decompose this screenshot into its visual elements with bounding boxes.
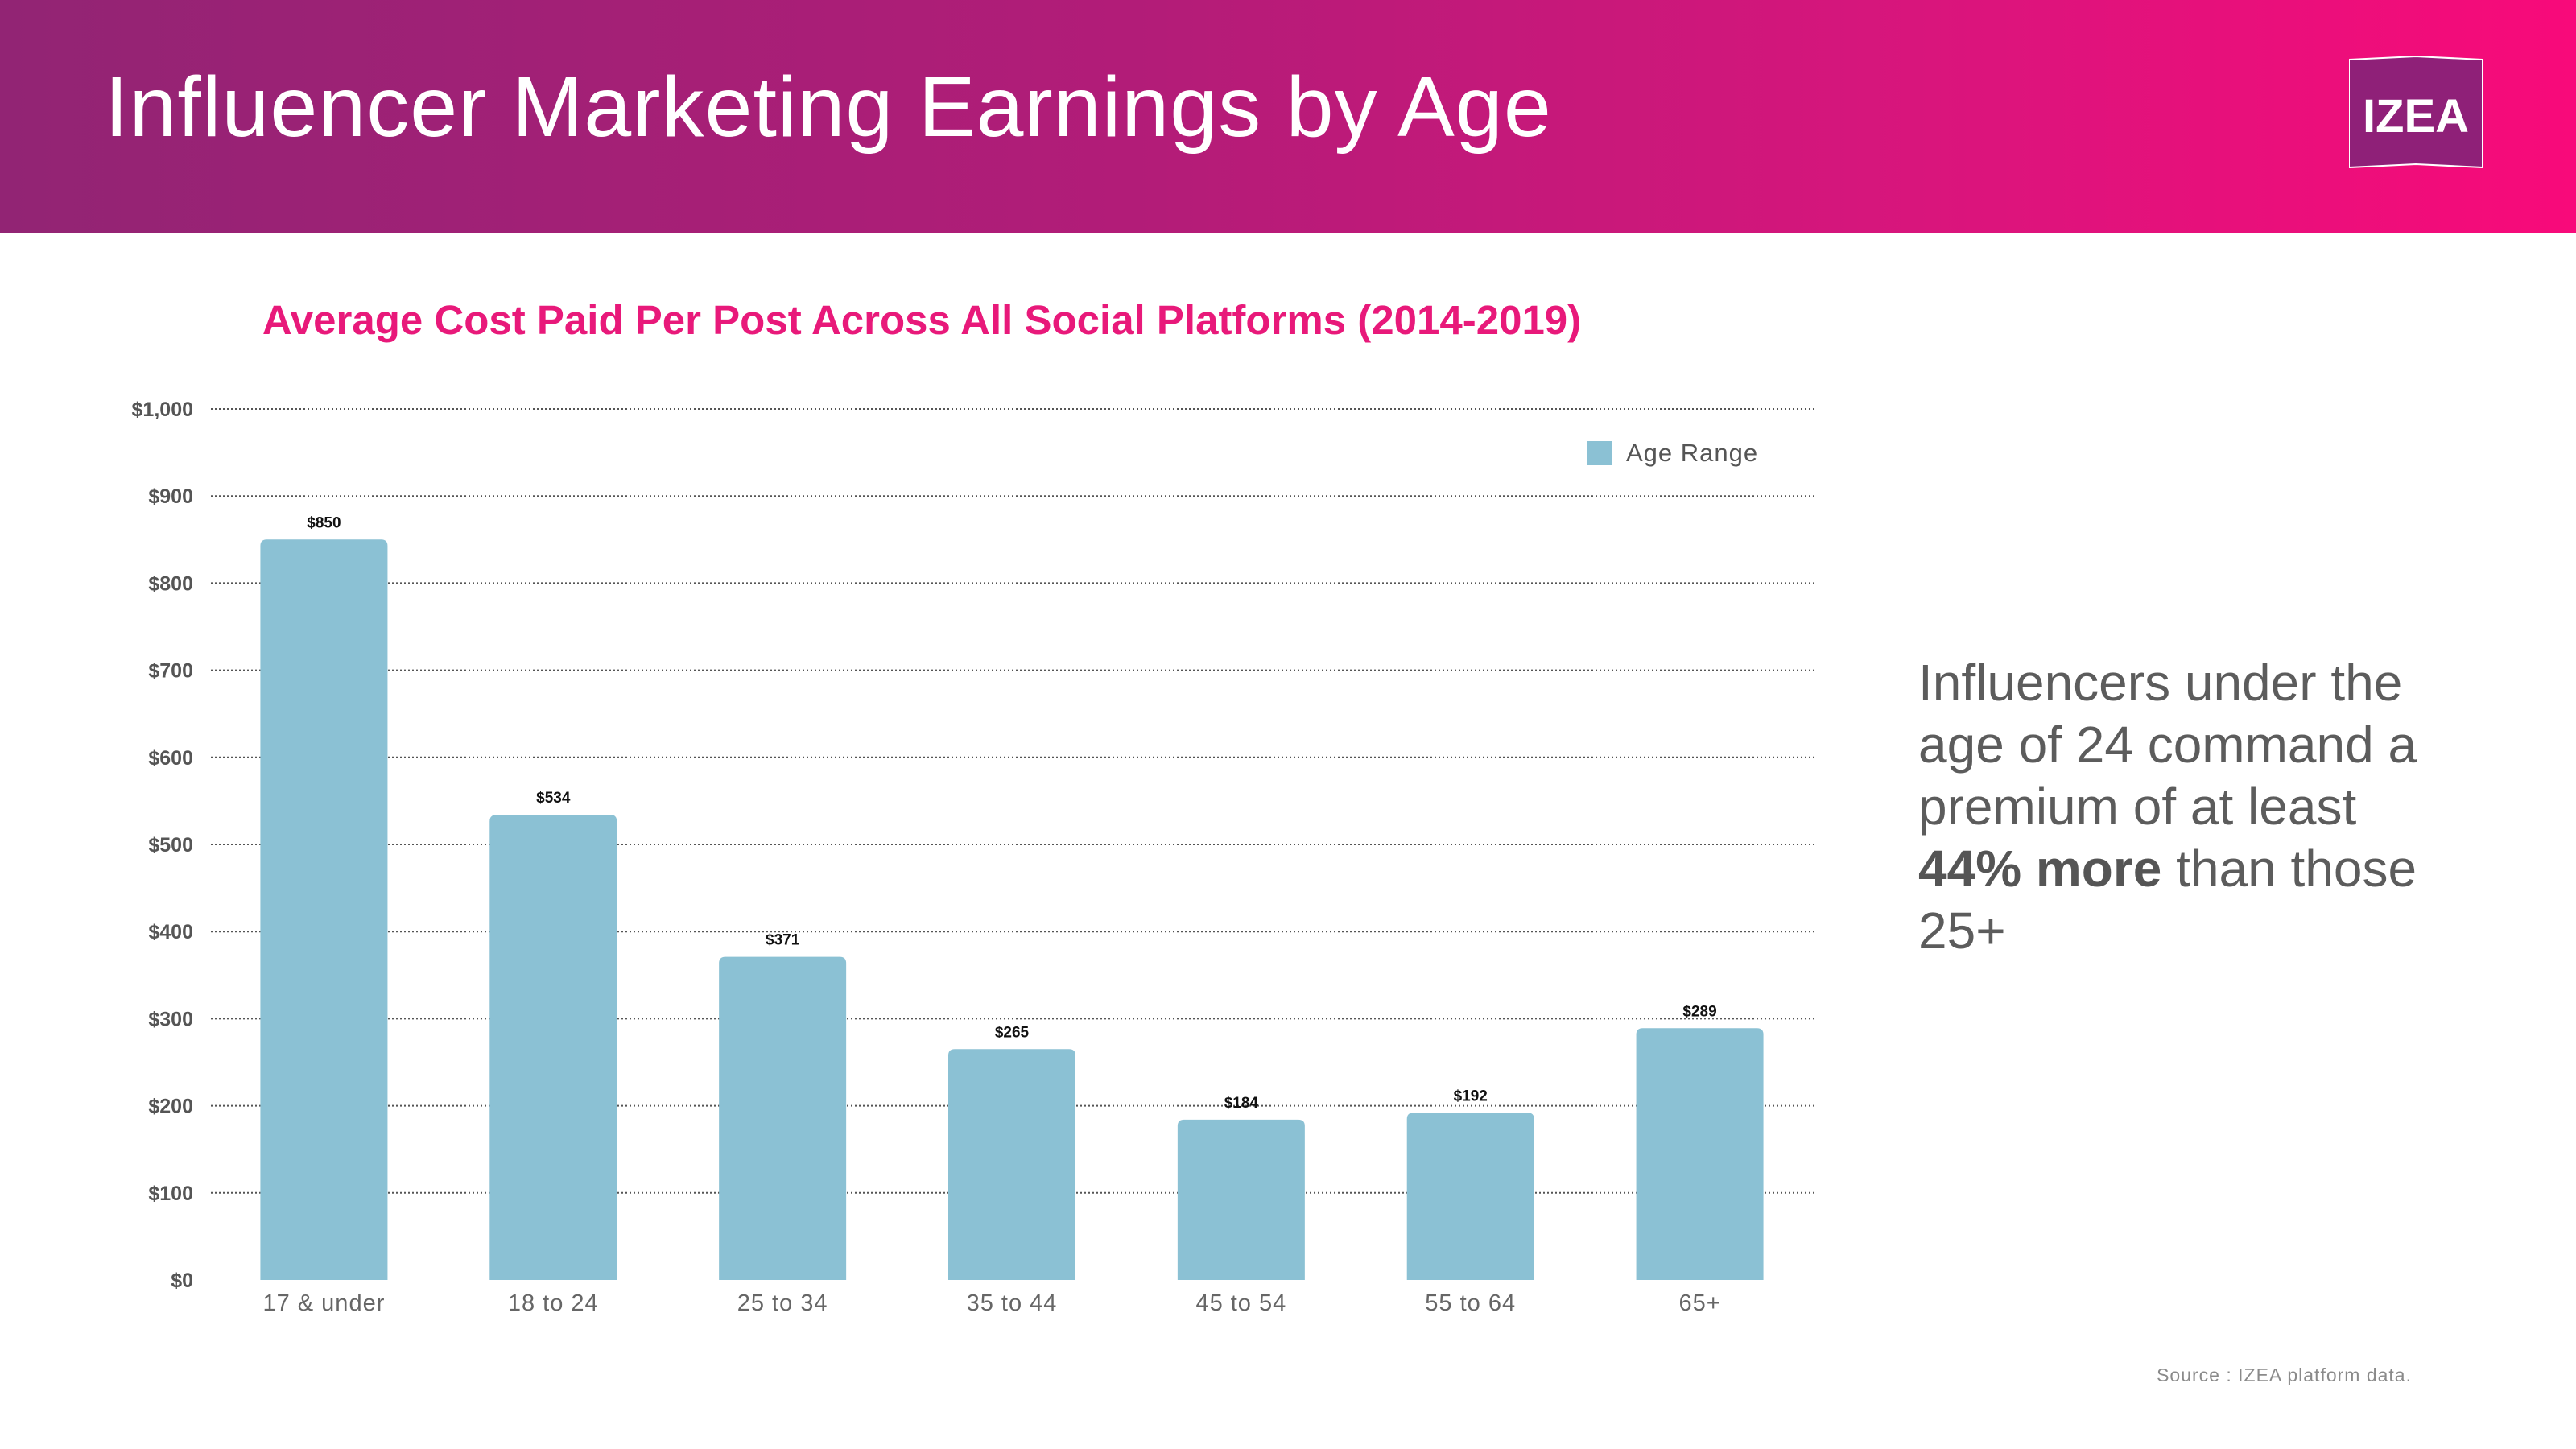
data-label: $192 [1454,1088,1488,1104]
bar-18-to-24 [489,815,617,1280]
header-banner: Influencer Marketing Earnings by Age IZE… [0,0,2576,233]
bar-45-to-54 [1177,1119,1305,1280]
y-tick-label: $600 [148,747,193,770]
legend-label: Age Range [1626,439,1758,467]
bar-25-to-34 [719,956,847,1280]
bar-55-to-64 [1406,1113,1534,1280]
y-tick-label: $900 [148,485,193,508]
callout-highlight: 44% more [1918,840,2162,898]
data-label: $371 [766,932,800,949]
chart-title: Average Cost Paid Per Post Across All So… [262,297,1582,343]
x-tick-label: 25 to 34 [737,1290,828,1316]
y-tick-label: $800 [148,572,193,595]
bar-65- [1636,1028,1764,1280]
x-tick-label: 35 to 44 [967,1290,1058,1316]
x-tick-label: 18 to 24 [508,1290,599,1316]
x-tick-label: 65+ [1678,1290,1720,1316]
callout-text: Influencers under the age of 24 command … [1918,652,2434,962]
y-tick-label: $0 [171,1269,193,1292]
logo-text: IZEA [2363,90,2469,142]
data-label: $534 [536,790,571,807]
bar-17-under [260,539,388,1280]
source-note: Source : IZEA platform data. [2157,1364,2412,1385]
y-tick-label: $500 [148,834,193,857]
x-tick-label: 17 & under [262,1290,385,1316]
callout-text-after: than those 25+ [1918,840,2417,960]
logo-banner [2349,56,2483,169]
y-tick-label: $400 [148,921,193,943]
x-tick-label: 45 to 54 [1195,1290,1286,1316]
y-tick-label: $700 [148,660,193,683]
data-label: $265 [995,1024,1030,1041]
legend-swatch [1587,441,1612,465]
y-tick-label: $200 [148,1096,193,1118]
y-tick-label: $100 [148,1183,193,1205]
page-title: Influencer Marketing Earnings by Age [105,60,1552,155]
y-tick-label: $300 [148,1008,193,1030]
y-tick-label: $1,000 [132,398,193,421]
data-label: $184 [1224,1095,1259,1112]
data-label: $850 [307,514,341,531]
callout-text-before: Influencers under the age of 24 command … [1918,654,2417,836]
bar-35-to-44 [948,1049,1075,1280]
x-tick-label: 55 to 64 [1425,1290,1516,1316]
izea-logo: IZEA [2349,56,2483,169]
data-label: $289 [1682,1003,1716,1020]
